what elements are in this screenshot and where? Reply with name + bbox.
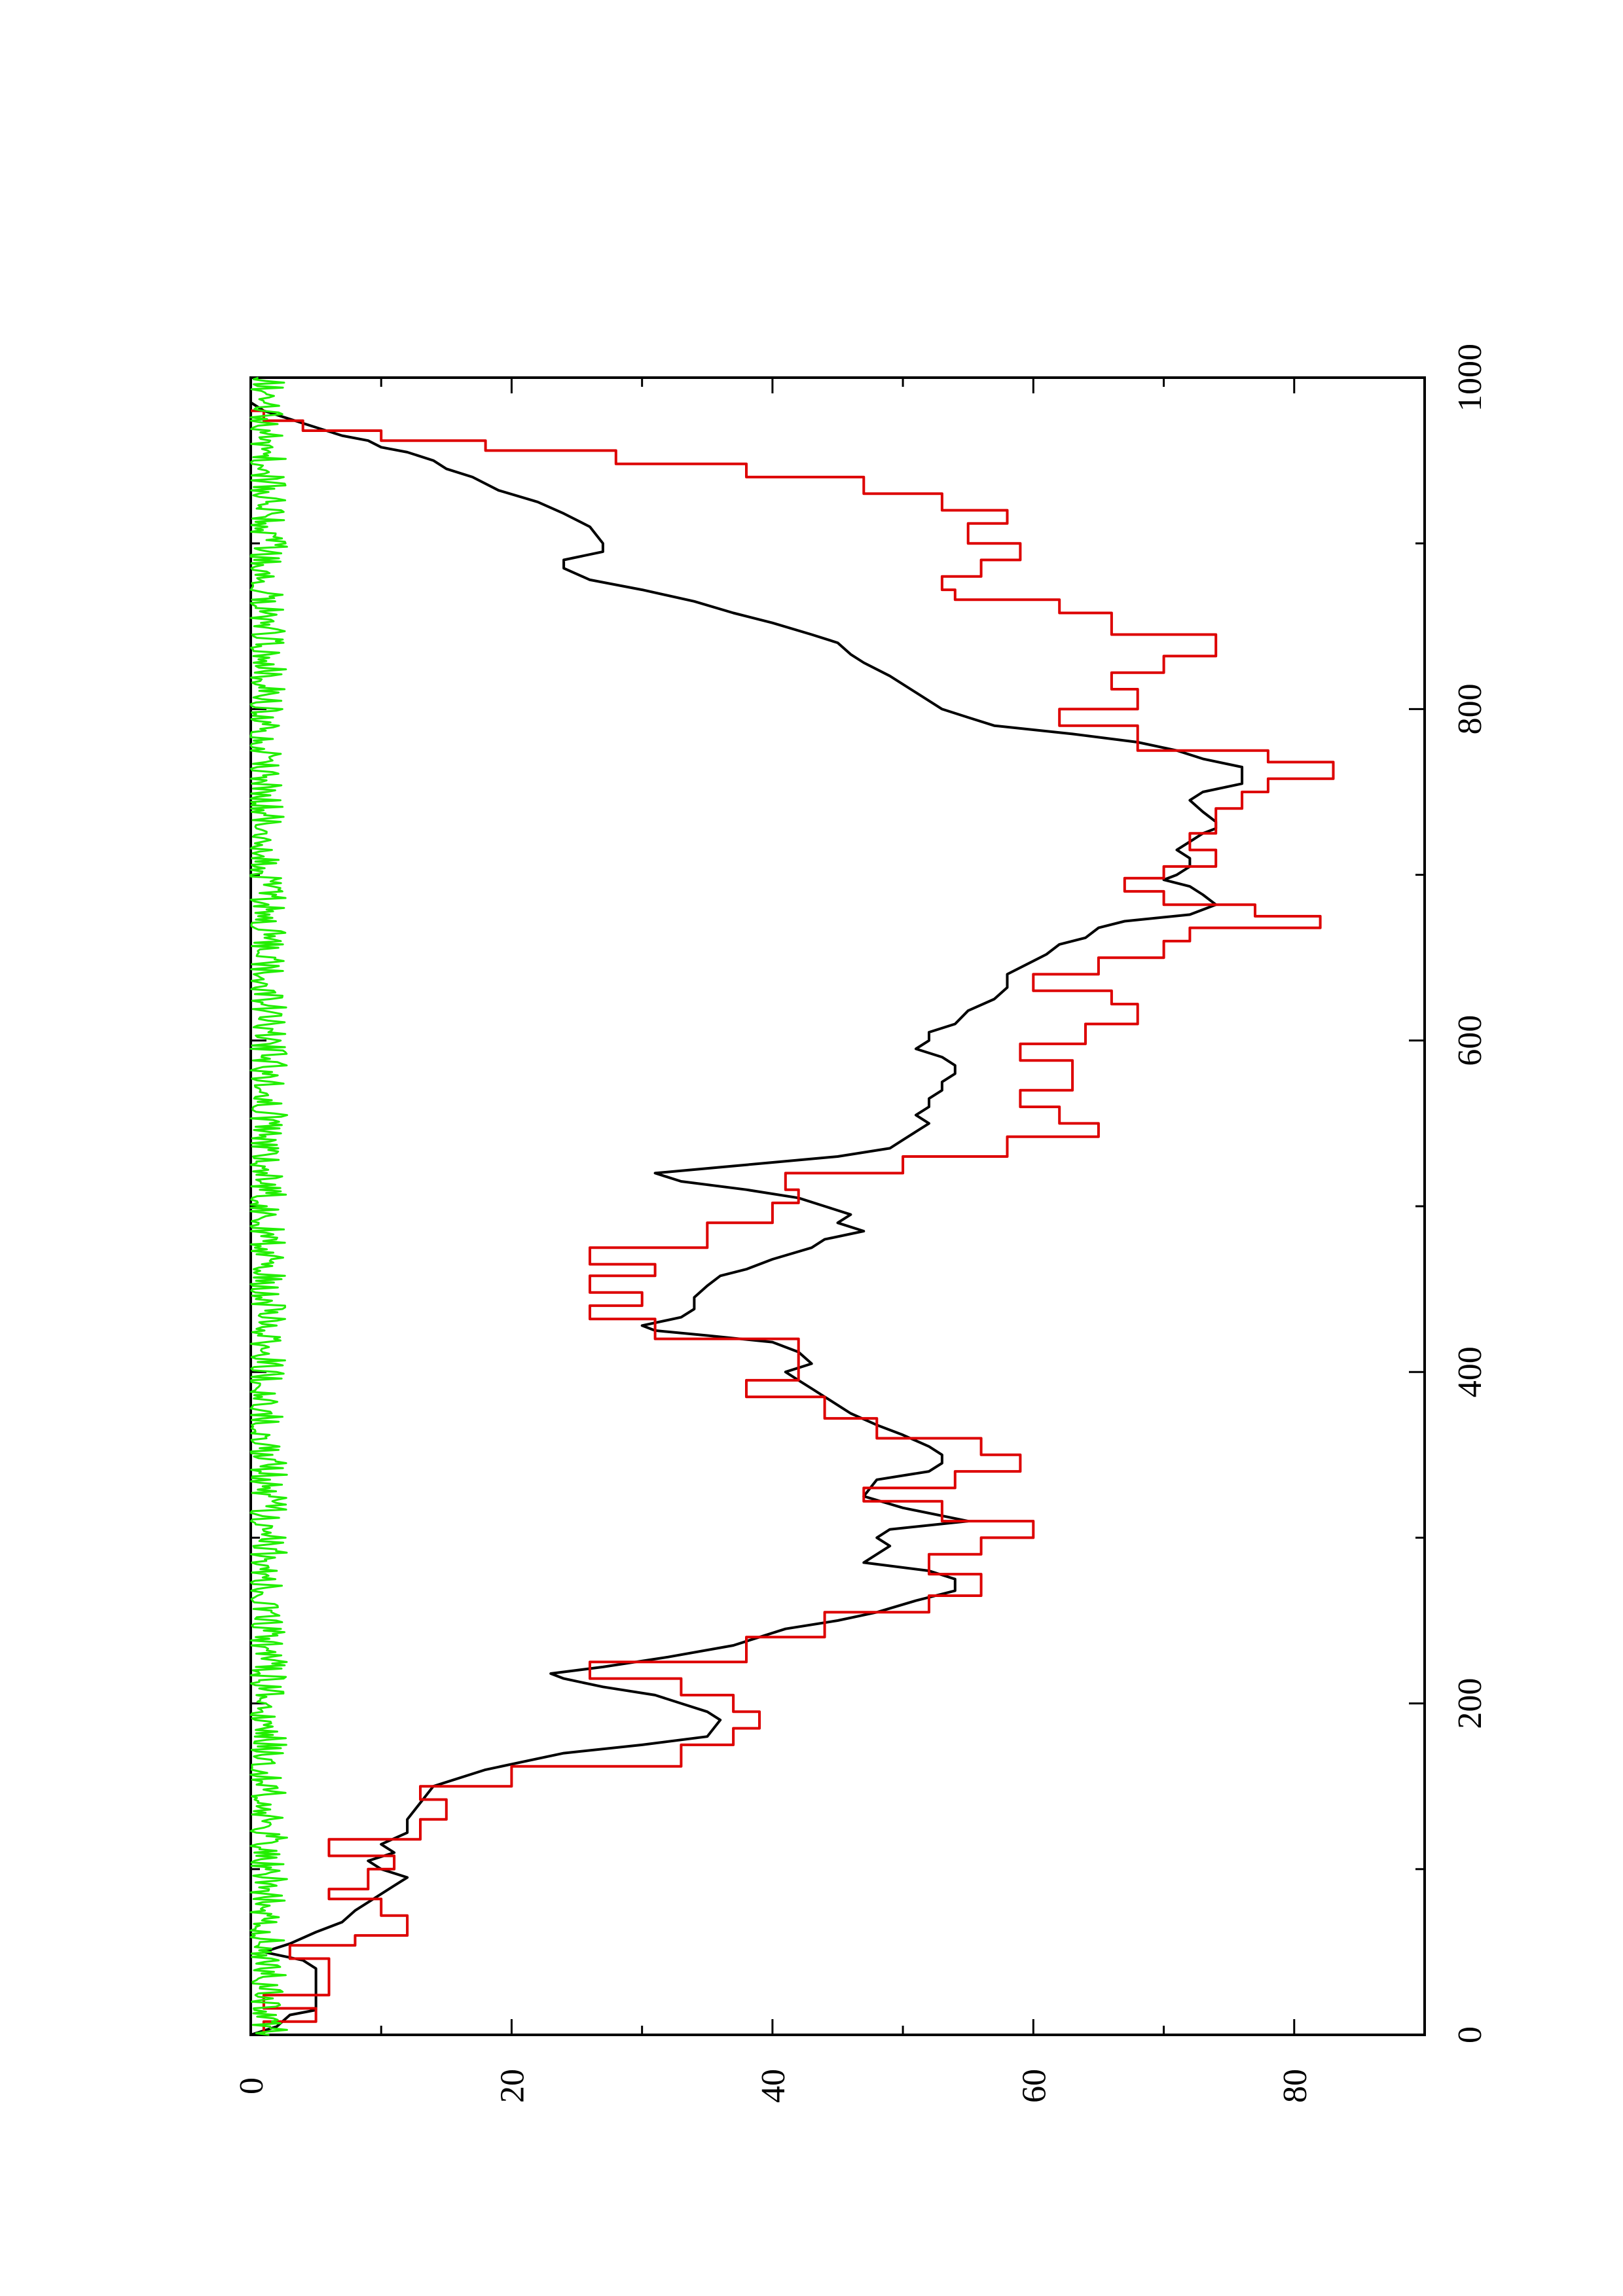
y-tick-label: 80 [1277, 2069, 1314, 2103]
x-tick-label: 600 [1451, 1015, 1489, 1066]
x-tick-label: 200 [1451, 1678, 1489, 1729]
plot-area: 0 200 400 600 800 1000 0 20 40 60 80 [233, 344, 1489, 2103]
x-tick-label: 1000 [1451, 344, 1489, 412]
x-tick-label: 400 [1451, 1346, 1489, 1397]
y-tick-label: 60 [1016, 2069, 1053, 2103]
y-tick-label: 0 [233, 2077, 270, 2094]
x-tick-label: 0 [1451, 2026, 1489, 2043]
series-line-2 [251, 409, 1335, 2035]
x-tick-label: 800 [1451, 683, 1489, 734]
y-tick-label: 40 [755, 2069, 792, 2103]
series-line-3 [249, 376, 289, 2036]
series-layer [249, 376, 1335, 2036]
series-line-1 [249, 401, 1244, 2036]
y-tick-label: 20 [494, 2069, 532, 2103]
axis-tick-labels: 0 200 400 600 800 1000 0 20 40 60 80 [233, 344, 1489, 2103]
axis-ticks [249, 376, 1426, 2036]
